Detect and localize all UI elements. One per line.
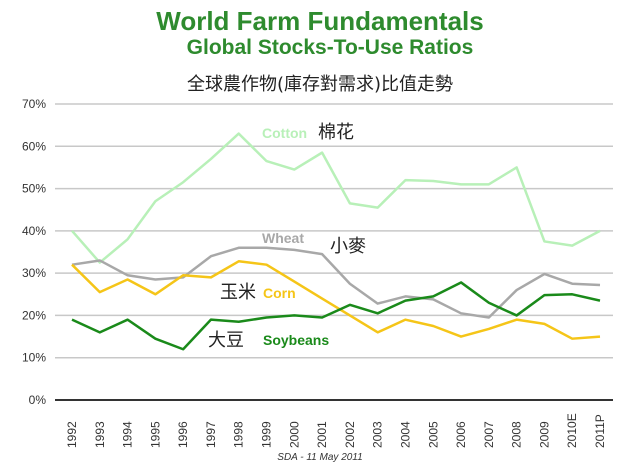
chart-subtitle: Global Stocks-To-Use Ratios [186, 36, 474, 59]
x-tick-label: 1996 [176, 421, 190, 448]
source-note: SDA - 11 May 2011 [277, 452, 363, 463]
legend-label-zh-soybeans: 大豆 [208, 330, 244, 351]
series-line-wheat [71, 246, 601, 319]
x-tick-label: 2000 [287, 421, 301, 448]
y-tick-label: 50% [22, 182, 46, 196]
legend-label-cotton: Cotton [262, 125, 307, 141]
x-tick-label: 1993 [93, 421, 107, 448]
x-tick-label: 2007 [482, 421, 496, 448]
x-tick-label: 2008 [510, 421, 524, 448]
legend-label-soybeans: Soybeans [263, 332, 329, 348]
x-tick-label: 2009 [537, 421, 551, 448]
x-tick-label: 2005 [426, 421, 440, 448]
series-line-corn [71, 260, 601, 340]
y-tick-label: 10% [22, 351, 46, 365]
y-tick-label: 60% [22, 139, 46, 153]
series-line-cotton [71, 132, 601, 264]
x-tick-label: 2010E [565, 413, 579, 448]
legend-label-zh-wheat: 小麥 [330, 236, 366, 257]
x-tick-label: 1992 [65, 421, 79, 448]
series-line-soybeans [71, 281, 601, 351]
x-tick-label: 1999 [260, 421, 274, 448]
x-tick-label: 1998 [232, 421, 246, 448]
x-tick-label: 1995 [148, 421, 162, 448]
x-tick-label: 2002 [343, 421, 357, 448]
y-tick-label: 40% [22, 224, 46, 238]
y-tick-label: 70% [22, 97, 46, 111]
legend-label-zh-cotton: 棉花 [318, 122, 354, 143]
y-tick-label: 0% [29, 393, 47, 407]
y-tick-label: 20% [22, 308, 46, 322]
x-tick-label: 1994 [121, 421, 135, 448]
legend-label-corn: Corn [263, 285, 296, 301]
legend-label-zh-corn: 玉米 [220, 282, 256, 303]
x-tick-label: 2003 [371, 421, 385, 448]
legend-label-wheat: Wheat [262, 230, 304, 246]
chart-subtitle-zh: 全球農作物(庫存對需求)比值走勢 [186, 74, 454, 95]
chart-title: World Farm Fundamentals [156, 6, 484, 36]
y-tick-label: 30% [22, 266, 46, 280]
x-tick-label: 1997 [204, 421, 218, 448]
x-tick-label: 2011P [593, 414, 607, 448]
x-tick-label: 2004 [398, 421, 412, 448]
x-tick-label: 2001 [315, 421, 329, 448]
x-tick-label: 2006 [454, 421, 468, 448]
